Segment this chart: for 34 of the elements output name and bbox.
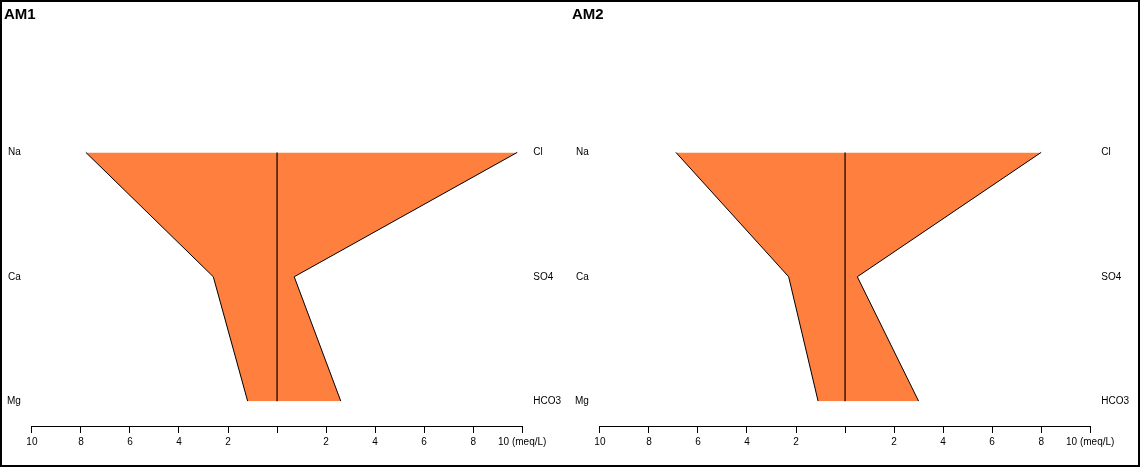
y-tick-label: Mg — [6, 394, 21, 406]
y-tick-label: Mg — [574, 394, 589, 406]
x-tick-label: 6 — [421, 435, 428, 447]
x-tick-label: 10 (meq/L) — [498, 435, 547, 447]
x-tick-label: 10 (meq/L) — [1066, 435, 1115, 447]
x-tick-label: 8 — [1038, 435, 1045, 447]
chart-title: AM1 — [4, 5, 36, 23]
chart-title: AM2 — [572, 5, 604, 23]
x-tick-label: 6 — [127, 435, 134, 447]
y2-tick-label: HCO3 — [533, 394, 562, 406]
y2-tick-label: SO4 — [533, 270, 554, 282]
y2-tick-label: SO4 — [1101, 270, 1122, 282]
y2-tick-label: Cl — [533, 146, 543, 158]
x-tick-label: 10 — [594, 435, 606, 447]
y-tick-label: Na — [576, 146, 590, 158]
x-tick-label: 4 — [940, 435, 947, 447]
x-tick-label: 2 — [323, 435, 330, 447]
y-tick-label: Ca — [8, 270, 22, 282]
y-tick-label: Na — [8, 146, 22, 158]
x-tick-label: 8 — [646, 435, 653, 447]
x-tick-label: 8 — [470, 435, 477, 447]
x-tick-label: 4 — [744, 435, 751, 447]
x-tick-label: 2 — [225, 435, 232, 447]
x-tick-label: 8 — [78, 435, 85, 447]
x-tick-label: 4 — [372, 435, 379, 447]
y-tick-label: Ca — [576, 270, 590, 282]
x-tick-label: 10 — [26, 435, 38, 447]
y2-tick-label: Cl — [1101, 146, 1111, 158]
x-tick-label: 4 — [176, 435, 183, 447]
y2-tick-label: HCO3 — [1101, 394, 1130, 406]
x-tick-label: 2 — [793, 435, 800, 447]
x-tick-label: 6 — [695, 435, 702, 447]
x-tick-label: 6 — [989, 435, 996, 447]
x-tick-label: 2 — [891, 435, 898, 447]
